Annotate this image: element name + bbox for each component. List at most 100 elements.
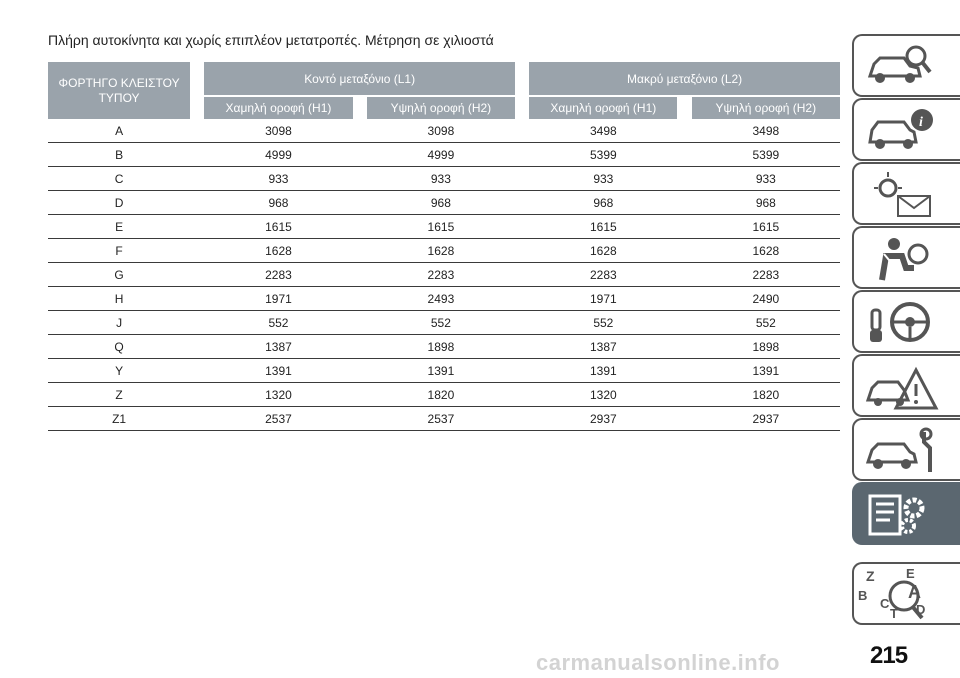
- page-heading: Πλήρη αυτοκίνητα και χωρίς επιπλέον μετα…: [48, 32, 494, 48]
- row-label: C: [48, 167, 191, 191]
- corner-header: ΦΟΡΤΗΓΟ ΚΛΕΙΣΤΟΥ ΤΥΠΟΥ: [48, 62, 191, 119]
- table-row: Z 1320 1820 1320 1820: [48, 383, 840, 407]
- row-label: G: [48, 263, 191, 287]
- technical-data-icon: [868, 494, 925, 536]
- svg-text:i: i: [919, 115, 923, 130]
- chapter-tab-emergency[interactable]: [852, 354, 960, 417]
- row-label: F: [48, 239, 191, 263]
- cell-l1-h1: 1628: [204, 239, 353, 263]
- warning-lights-mail-icon: [874, 172, 931, 217]
- table-row: J 552 552 552 552: [48, 311, 840, 335]
- cell-l2-h1: 1387: [529, 335, 678, 359]
- car-search-icon: [867, 45, 932, 83]
- cell-l2-h2: 968: [691, 191, 840, 215]
- cell-l1-h2: 1628: [366, 239, 516, 263]
- cell-l2-h2: 2937: [691, 407, 840, 431]
- sub-header-l2-h1: Χαμηλή οροφή (H1): [529, 97, 678, 119]
- row-label: Y: [48, 359, 191, 383]
- cell-l2-h2: 1615: [691, 215, 840, 239]
- cell-l2-h1: 933: [529, 167, 678, 191]
- seatbelt-airbag-icon: [879, 238, 929, 281]
- cell-l2-h1: 2283: [529, 263, 678, 287]
- cell-l1-h2: 1820: [366, 383, 516, 407]
- cell-l2-h2: 2283: [691, 263, 840, 287]
- table-row: F 1628 1628 1628 1628: [48, 239, 840, 263]
- cell-l1-h1: 1387: [204, 335, 353, 359]
- cell-l2-h2: 3498: [691, 119, 840, 143]
- key-steering-wheel-icon: [870, 302, 930, 342]
- car-maintenance-icon: [865, 427, 933, 472]
- cell-l1-h1: 4999: [204, 143, 353, 167]
- row-label: H: [48, 287, 191, 311]
- page-number: 215: [870, 642, 908, 669]
- chapter-tab-warning-lights[interactable]: [852, 162, 960, 225]
- cell-l1-h1: 3098: [204, 119, 353, 143]
- chapter-tab-technical-data[interactable]: [852, 482, 960, 545]
- cell-l1-h1: 2537: [204, 407, 353, 431]
- row-label: Z1: [48, 407, 191, 431]
- cell-l2-h1: 968: [529, 191, 678, 215]
- cell-l1-h2: 933: [366, 167, 516, 191]
- sub-header-l1-h2: Υψηλή οροφή (H2): [366, 97, 516, 119]
- chapter-tab-starting-driving[interactable]: [852, 290, 960, 353]
- cell-l2-h2: 933: [691, 167, 840, 191]
- cell-l2-h1: 1615: [529, 215, 678, 239]
- chapter-tab-maintenance[interactable]: [852, 418, 960, 481]
- table-row: Q 1387 1898 1387 1898: [48, 335, 840, 359]
- cell-l2-h1: 5399: [529, 143, 678, 167]
- watermark: carmanualsonline.info: [536, 650, 780, 675]
- row-label: E: [48, 215, 191, 239]
- cell-l1-h2: 2493: [366, 287, 516, 311]
- dimensions-table: ΦΟΡΤΗΓΟ ΚΛΕΙΣΤΟΥ ΤΥΠΟΥ Κοντό μεταξόνιο (…: [48, 62, 840, 431]
- cell-l1-h1: 968: [204, 191, 353, 215]
- car-accident-warning-icon: [865, 366, 939, 410]
- table-row: Y 1391 1391 1391 1391: [48, 359, 840, 383]
- cell-l2-h1: 2937: [529, 407, 678, 431]
- row-label: Z: [48, 383, 191, 407]
- cell-l1-h2: 2283: [366, 263, 516, 287]
- cell-l1-h1: 1971: [204, 287, 353, 311]
- chapter-tab-index[interactable]: Z E B A C T D: [852, 562, 960, 625]
- cell-l2-h2: 1820: [691, 383, 840, 407]
- table-row: D 968 968 968 968: [48, 191, 840, 215]
- cell-l2-h2: 1628: [691, 239, 840, 263]
- cell-l1-h1: 552: [204, 311, 353, 335]
- cell-l2-h1: 1320: [529, 383, 678, 407]
- sub-header-l1-h1: Χαμηλή οροφή (H1): [204, 97, 353, 119]
- cell-l1-h1: 2283: [204, 263, 353, 287]
- table-row: Z1 2537 2537 2937 2937: [48, 407, 840, 431]
- index-letter-a: A: [908, 582, 921, 602]
- cell-l1-h1: 1615: [204, 215, 353, 239]
- row-label: D: [48, 191, 191, 215]
- cell-l1-h1: 933: [204, 167, 353, 191]
- cell-l2-h1: 552: [529, 311, 678, 335]
- cell-l2-h1: 3498: [529, 119, 678, 143]
- cell-l2-h1: 1391: [529, 359, 678, 383]
- car-info-icon: i: [868, 109, 933, 149]
- row-label: B: [48, 143, 191, 167]
- index-letter-d: D: [916, 602, 926, 617]
- index-letter-e: E: [906, 566, 915, 581]
- table-row: C 933 933 933 933: [48, 167, 840, 191]
- chapter-tab-safety[interactable]: [852, 226, 960, 289]
- table-row: A 3098 3098 3498 3498: [48, 119, 840, 143]
- index-letter-z: Z: [866, 568, 875, 584]
- cell-l1-h2: 2537: [366, 407, 516, 431]
- cell-l1-h2: 1898: [366, 335, 516, 359]
- index-letter-b: B: [858, 588, 868, 603]
- chapter-tab-knowing-vehicle[interactable]: [852, 34, 960, 97]
- cell-l1-h1: 1320: [204, 383, 353, 407]
- cell-l2-h2: 2490: [691, 287, 840, 311]
- group-header-l1: Κοντό μεταξόνιο (L1): [204, 62, 516, 97]
- cell-l2-h2: 1898: [691, 335, 840, 359]
- cell-l2-h2: 5399: [691, 143, 840, 167]
- index-letter-c: C: [880, 596, 890, 611]
- chapter-tab-getting-to-know[interactable]: i: [852, 98, 960, 161]
- table-row: H 1971 2493 1971 2490: [48, 287, 840, 311]
- cell-l1-h2: 552: [366, 311, 516, 335]
- cell-l1-h2: 1615: [366, 215, 516, 239]
- cell-l2-h2: 1391: [691, 359, 840, 383]
- row-label: Q: [48, 335, 191, 359]
- index-letter-t: T: [890, 606, 898, 621]
- sub-header-l2-h2: Υψηλή οροφή (H2): [691, 97, 840, 119]
